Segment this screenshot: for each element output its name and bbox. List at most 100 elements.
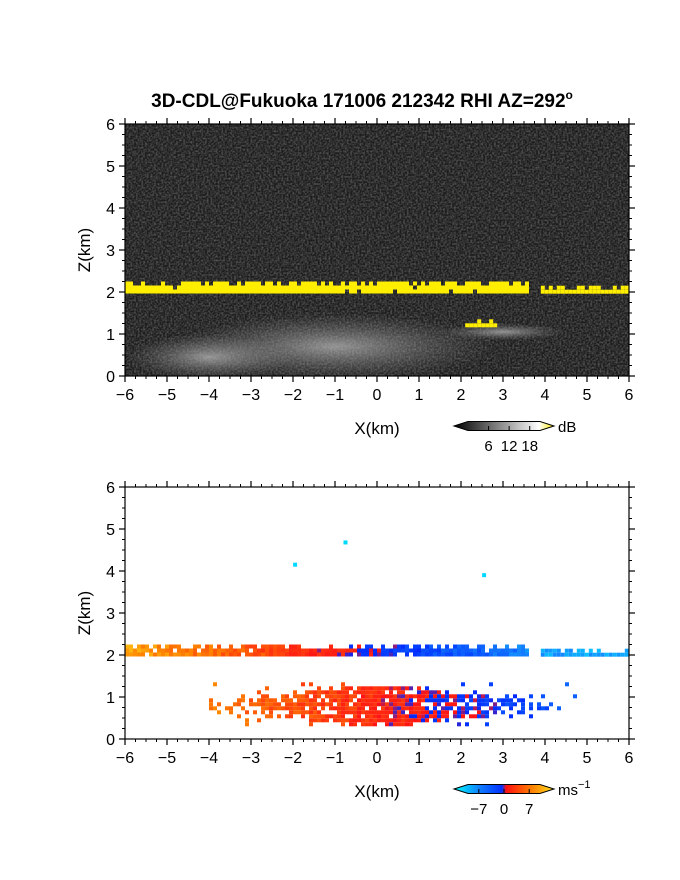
backscatter-cell: [381, 285, 385, 290]
doppler-cell: [277, 652, 281, 657]
doppler-cell: [377, 690, 381, 695]
backscatter-ytick-label: 6: [106, 117, 115, 134]
doppler-cell: [297, 652, 301, 657]
doppler-cell: [449, 648, 453, 653]
doppler-cell: [269, 714, 273, 719]
doppler-cell: [269, 648, 273, 653]
backscatter-cell: [441, 289, 445, 294]
doppler-cell: [584, 652, 589, 657]
doppler-cell: [429, 644, 433, 649]
doppler-cell: [309, 652, 313, 657]
doppler-cell: [321, 706, 325, 711]
doppler-cell: [485, 710, 489, 715]
doppler-cell: [429, 714, 433, 719]
backscatter-cell: [249, 285, 253, 290]
doppler-cell: [409, 698, 413, 703]
doppler-cell: [197, 652, 201, 657]
doppler-cell: [604, 652, 609, 657]
backscatter-cell: [269, 281, 273, 286]
backscatter-cell: [505, 281, 509, 286]
doppler-cell: [405, 698, 409, 703]
doppler-cell: [265, 648, 269, 653]
doppler-cell: [281, 644, 285, 649]
doppler-cell: [465, 694, 469, 699]
doppler-cell: [552, 652, 557, 657]
backscatter-cell: [505, 289, 509, 294]
backscatter-cell: [421, 289, 425, 294]
doppler-cell: [564, 652, 569, 657]
doppler-xtick-label: 4: [541, 750, 550, 767]
doppler-cell: [341, 702, 345, 707]
doppler-cell: [289, 706, 293, 711]
doppler-cell: [441, 694, 445, 699]
doppler-cell: [501, 698, 505, 703]
backscatter-cell: [357, 285, 361, 290]
doppler-cell: [157, 648, 161, 653]
doppler-cell: [345, 690, 349, 695]
backscatter-cell: [576, 289, 581, 294]
doppler-cell: [369, 714, 373, 719]
backscatter-cell: [429, 281, 433, 286]
doppler-cell: [389, 698, 393, 703]
doppler-cell: [345, 694, 349, 699]
backscatter-cell: [600, 289, 605, 294]
backscatter-xtick-label: 1: [415, 387, 424, 404]
doppler-ytick-label: 1: [106, 690, 115, 707]
doppler-cell: [369, 702, 373, 707]
doppler-cell: [441, 706, 445, 711]
doppler-cell: [477, 648, 481, 653]
backscatter-cell: [313, 285, 317, 290]
backscatter-cell: [365, 289, 369, 294]
doppler-cell: [556, 648, 561, 653]
doppler-ylabel: Z(km): [75, 591, 94, 635]
backscatter-cell: [129, 281, 133, 286]
doppler-cell: [389, 710, 393, 715]
doppler-cell: [433, 694, 437, 699]
doppler-cell: [337, 718, 341, 723]
backscatter-cell: [337, 289, 341, 294]
backscatter-cell: [257, 289, 261, 294]
doppler-cell: [293, 648, 297, 653]
doppler-cell: [433, 714, 437, 719]
doppler-cell: [357, 710, 361, 715]
doppler-cell: [297, 710, 301, 715]
doppler-cell: [325, 690, 329, 695]
backscatter-cell: [361, 281, 365, 286]
doppler-cell: [537, 702, 541, 707]
backscatter-cell: [325, 285, 329, 290]
doppler-cell: [341, 690, 345, 695]
backscatter-cell: [401, 281, 405, 286]
doppler-cell: [265, 702, 269, 707]
doppler-cell: [361, 652, 365, 657]
doppler-cell: [253, 710, 257, 715]
backscatter-cell: [381, 289, 385, 294]
doppler-cell: [421, 710, 425, 715]
backscatter-cell: [465, 323, 470, 328]
doppler-cell: [181, 652, 185, 657]
doppler-cell: [469, 714, 473, 719]
backscatter-cell: [393, 285, 397, 290]
doppler-cell: [281, 652, 285, 657]
backscatter-cell: [540, 289, 545, 294]
doppler-cell: [393, 702, 397, 707]
backscatter-cell: [497, 281, 501, 286]
doppler-cell: [365, 702, 369, 707]
backscatter-cell: [521, 285, 525, 290]
doppler-cell: [529, 706, 533, 711]
doppler-cell: [257, 648, 261, 653]
doppler-cell: [493, 652, 497, 657]
doppler-cell: [345, 710, 349, 715]
doppler-cell: [397, 702, 401, 707]
doppler-ytick-label: 6: [106, 480, 115, 497]
backscatter-cell: [349, 289, 353, 294]
doppler-cell: [245, 644, 249, 649]
backscatter-cell: [433, 285, 437, 290]
backscatter-cell: [133, 285, 137, 290]
doppler-cell: [293, 690, 297, 695]
doppler-cell: [473, 652, 477, 657]
doppler-cell: [389, 702, 393, 707]
backscatter-cell: [297, 285, 301, 290]
doppler-cell: [285, 648, 289, 653]
